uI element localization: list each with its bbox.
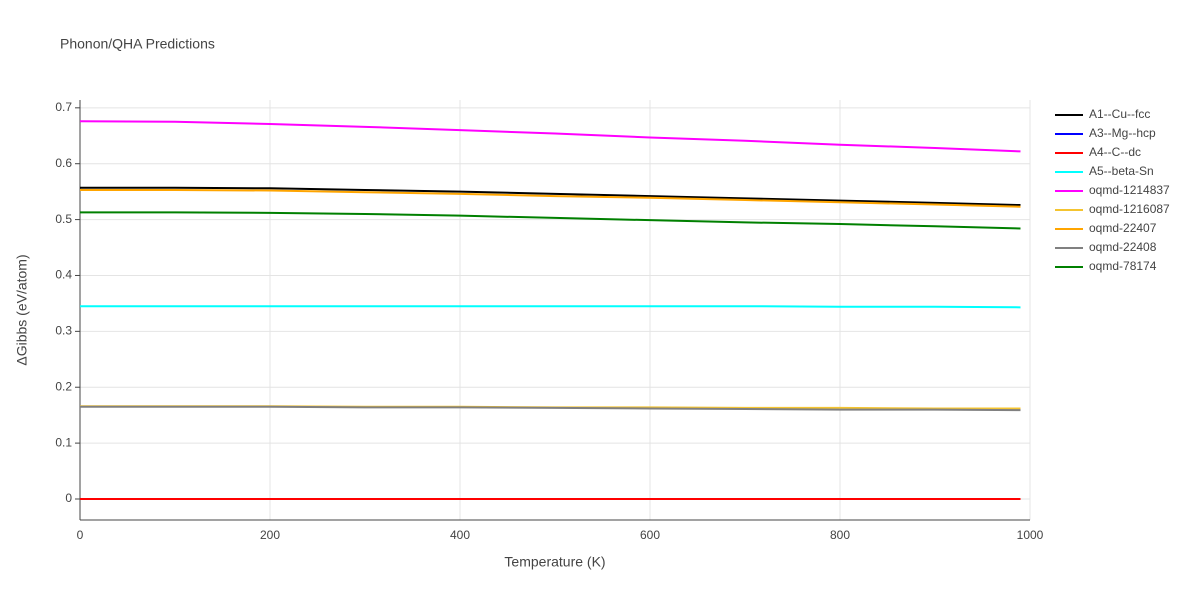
x-tick-label: 1000 — [1017, 528, 1044, 542]
x-axis-title: Temperature (K) — [504, 554, 605, 570]
x-tick-label: 0 — [77, 528, 84, 542]
y-tick-label: 0.3 — [55, 324, 72, 338]
y-tick-label: 0.6 — [55, 156, 72, 170]
y-tick-label: 0 — [65, 491, 72, 505]
legend-label: oqmd-1214837 — [1089, 183, 1170, 197]
y-axis-title: ΔGibbs (eV/atom) — [14, 254, 30, 365]
legend-label: oqmd-1216087 — [1089, 202, 1170, 216]
y-tick-label: 0.4 — [55, 268, 72, 282]
x-tick-label: 800 — [830, 528, 850, 542]
legend-label: oqmd-22407 — [1089, 221, 1157, 235]
x-tick-label: 200 — [260, 528, 280, 542]
legend-label: A4--C--dc — [1089, 145, 1141, 159]
y-tick-label: 0.5 — [55, 212, 72, 226]
legend-label: A3--Mg--hcp — [1089, 126, 1156, 140]
series-line — [80, 188, 1021, 208]
x-tick-label: 600 — [640, 528, 660, 542]
legend-label: oqmd-78174 — [1089, 259, 1157, 273]
legend-label: A5--beta-Sn — [1089, 164, 1154, 178]
y-tick-label: 0.1 — [55, 435, 72, 449]
legend-label: A1--Cu--fcc — [1089, 107, 1150, 121]
series-line — [79, 120, 1021, 153]
series-line — [80, 186, 1021, 207]
y-tick-label: 0.7 — [55, 100, 72, 114]
series-line — [80, 305, 1021, 309]
x-tick-label: 400 — [450, 528, 470, 542]
y-tick-label: 0.2 — [55, 379, 72, 393]
series-line — [80, 405, 1021, 412]
legend-label: oqmd-22408 — [1089, 240, 1157, 254]
series-line — [80, 211, 1021, 230]
chart-title: Phonon/QHA Predictions — [60, 36, 215, 52]
